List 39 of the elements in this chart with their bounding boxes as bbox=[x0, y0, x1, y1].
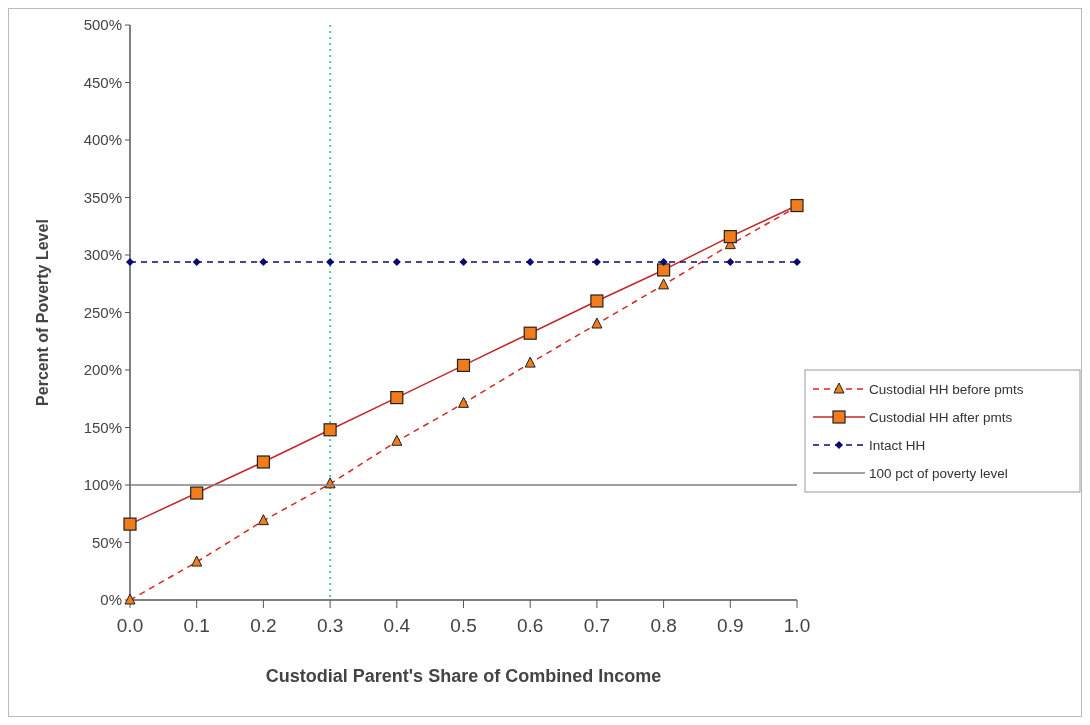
point bbox=[726, 257, 735, 266]
x-tick-label: 0.5 bbox=[450, 615, 477, 636]
point bbox=[659, 257, 668, 266]
x-tick-label: 0.2 bbox=[250, 615, 277, 636]
y-tick-label: 400% bbox=[83, 131, 122, 149]
x-axis-title: Custodial Parent's Share of Combined Income bbox=[265, 666, 662, 686]
point bbox=[526, 257, 535, 266]
x-tick-label: 0.4 bbox=[383, 615, 411, 636]
y-tick-label: 200% bbox=[83, 361, 122, 379]
legend-label: Custodial HH after pmts bbox=[869, 409, 1013, 425]
point bbox=[793, 257, 801, 266]
point bbox=[392, 257, 401, 266]
point bbox=[126, 257, 134, 266]
x-tick-label: 0.9 bbox=[717, 615, 744, 636]
y-axis-title: Percent of Poverty Level bbox=[34, 219, 51, 406]
x-tick-label: 1.0 bbox=[783, 615, 811, 636]
x-tick-label: 0.1 bbox=[183, 615, 210, 636]
x-tick-label: 0.6 bbox=[516, 615, 544, 636]
legend-label: 100 pct of poverty level bbox=[869, 465, 1008, 481]
point bbox=[259, 257, 268, 266]
y-tick-label: 350% bbox=[83, 188, 122, 206]
x-tick-label: 0.7 bbox=[583, 615, 611, 636]
point bbox=[592, 257, 601, 266]
x-tick-label: 0.3 bbox=[316, 615, 344, 636]
y-tick-label: 150% bbox=[83, 418, 122, 436]
point bbox=[459, 257, 468, 266]
x-tick-label: 0.8 bbox=[650, 615, 677, 636]
y-tick-label: 50% bbox=[91, 533, 122, 551]
legend-label: Intact HH bbox=[869, 437, 926, 453]
point bbox=[326, 257, 335, 266]
y-tick-label: 250% bbox=[83, 303, 122, 321]
legend-label: Custodial HH before pmts bbox=[869, 381, 1024, 397]
y-tick-label: 100% bbox=[83, 476, 122, 494]
y-tick-label: 500% bbox=[83, 16, 122, 34]
x-tick-label: 0.0 bbox=[116, 615, 144, 636]
y-tick-label: 300% bbox=[83, 246, 122, 264]
y-tick-label: 450% bbox=[83, 73, 122, 91]
y-tick-label: 0% bbox=[100, 591, 122, 609]
point bbox=[192, 257, 201, 266]
